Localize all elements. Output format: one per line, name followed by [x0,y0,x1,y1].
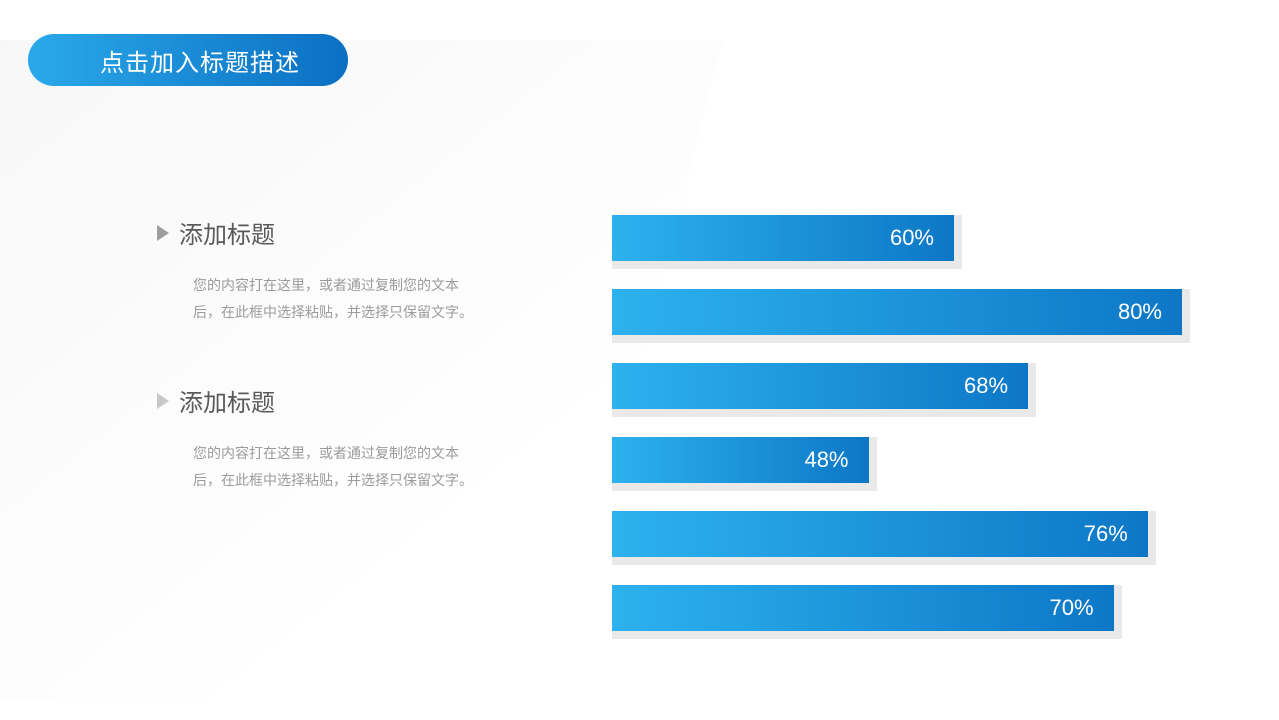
header-pill-text: 点击加入标题描述 [100,43,300,78]
bar-fill: 48% [612,437,869,483]
bar-value-label: 60% [890,225,934,251]
text-block-1-body: 您的内容打在这里，或者通过复制您的文本后，在此框中选择粘贴，并选择只保留文字。 [175,272,480,325]
bar-fill: 80% [612,289,1182,335]
bar-fill: 70% [612,585,1114,631]
bar-value-label: 70% [1050,595,1094,621]
text-block-1: 添加标题 您的内容打在这里，或者通过复制您的文本后，在此框中选择粘贴，并选择只保… [175,215,480,325]
header-pill: 点击加入标题描述 [28,34,348,86]
bar-value-label: 48% [804,447,848,473]
text-block-2-title: 添加标题 [179,383,275,418]
bar-fill: 60% [612,215,954,261]
bar-row: 68% [612,363,1200,409]
text-block-1-title: 添加标题 [179,215,275,250]
content-area: 添加标题 您的内容打在这里，或者通过复制您的文本后，在此框中选择粘贴，并选择只保… [0,215,1279,631]
bar-row: 80% [612,289,1200,335]
bar-row: 60% [612,215,1200,261]
bar-fill: 76% [612,511,1148,557]
triangle-right-icon [157,393,169,409]
bar-row: 70% [612,585,1200,631]
bar-row: 48% [612,437,1200,483]
bar-row: 76% [612,511,1200,557]
bar-value-label: 80% [1118,299,1162,325]
text-block-2: 添加标题 您的内容打在这里，或者通过复制您的文本后，在此框中选择粘贴，并选择只保… [175,383,480,493]
right-column: 60% 80% 68% 48% 76% 70% [480,215,1200,631]
text-block-2-body: 您的内容打在这里，或者通过复制您的文本后，在此框中选择粘贴，并选择只保留文字。 [175,440,480,493]
triangle-right-icon [157,225,169,241]
bar-fill: 68% [612,363,1028,409]
text-block-2-header: 添加标题 [157,383,480,418]
bar-value-label: 76% [1084,521,1128,547]
text-block-1-header: 添加标题 [157,215,480,250]
bar-value-label: 68% [964,373,1008,399]
bar-chart: 60% 80% 68% 48% 76% 70% [612,215,1200,631]
left-column: 添加标题 您的内容打在这里，或者通过复制您的文本后，在此框中选择粘贴，并选择只保… [0,215,480,631]
